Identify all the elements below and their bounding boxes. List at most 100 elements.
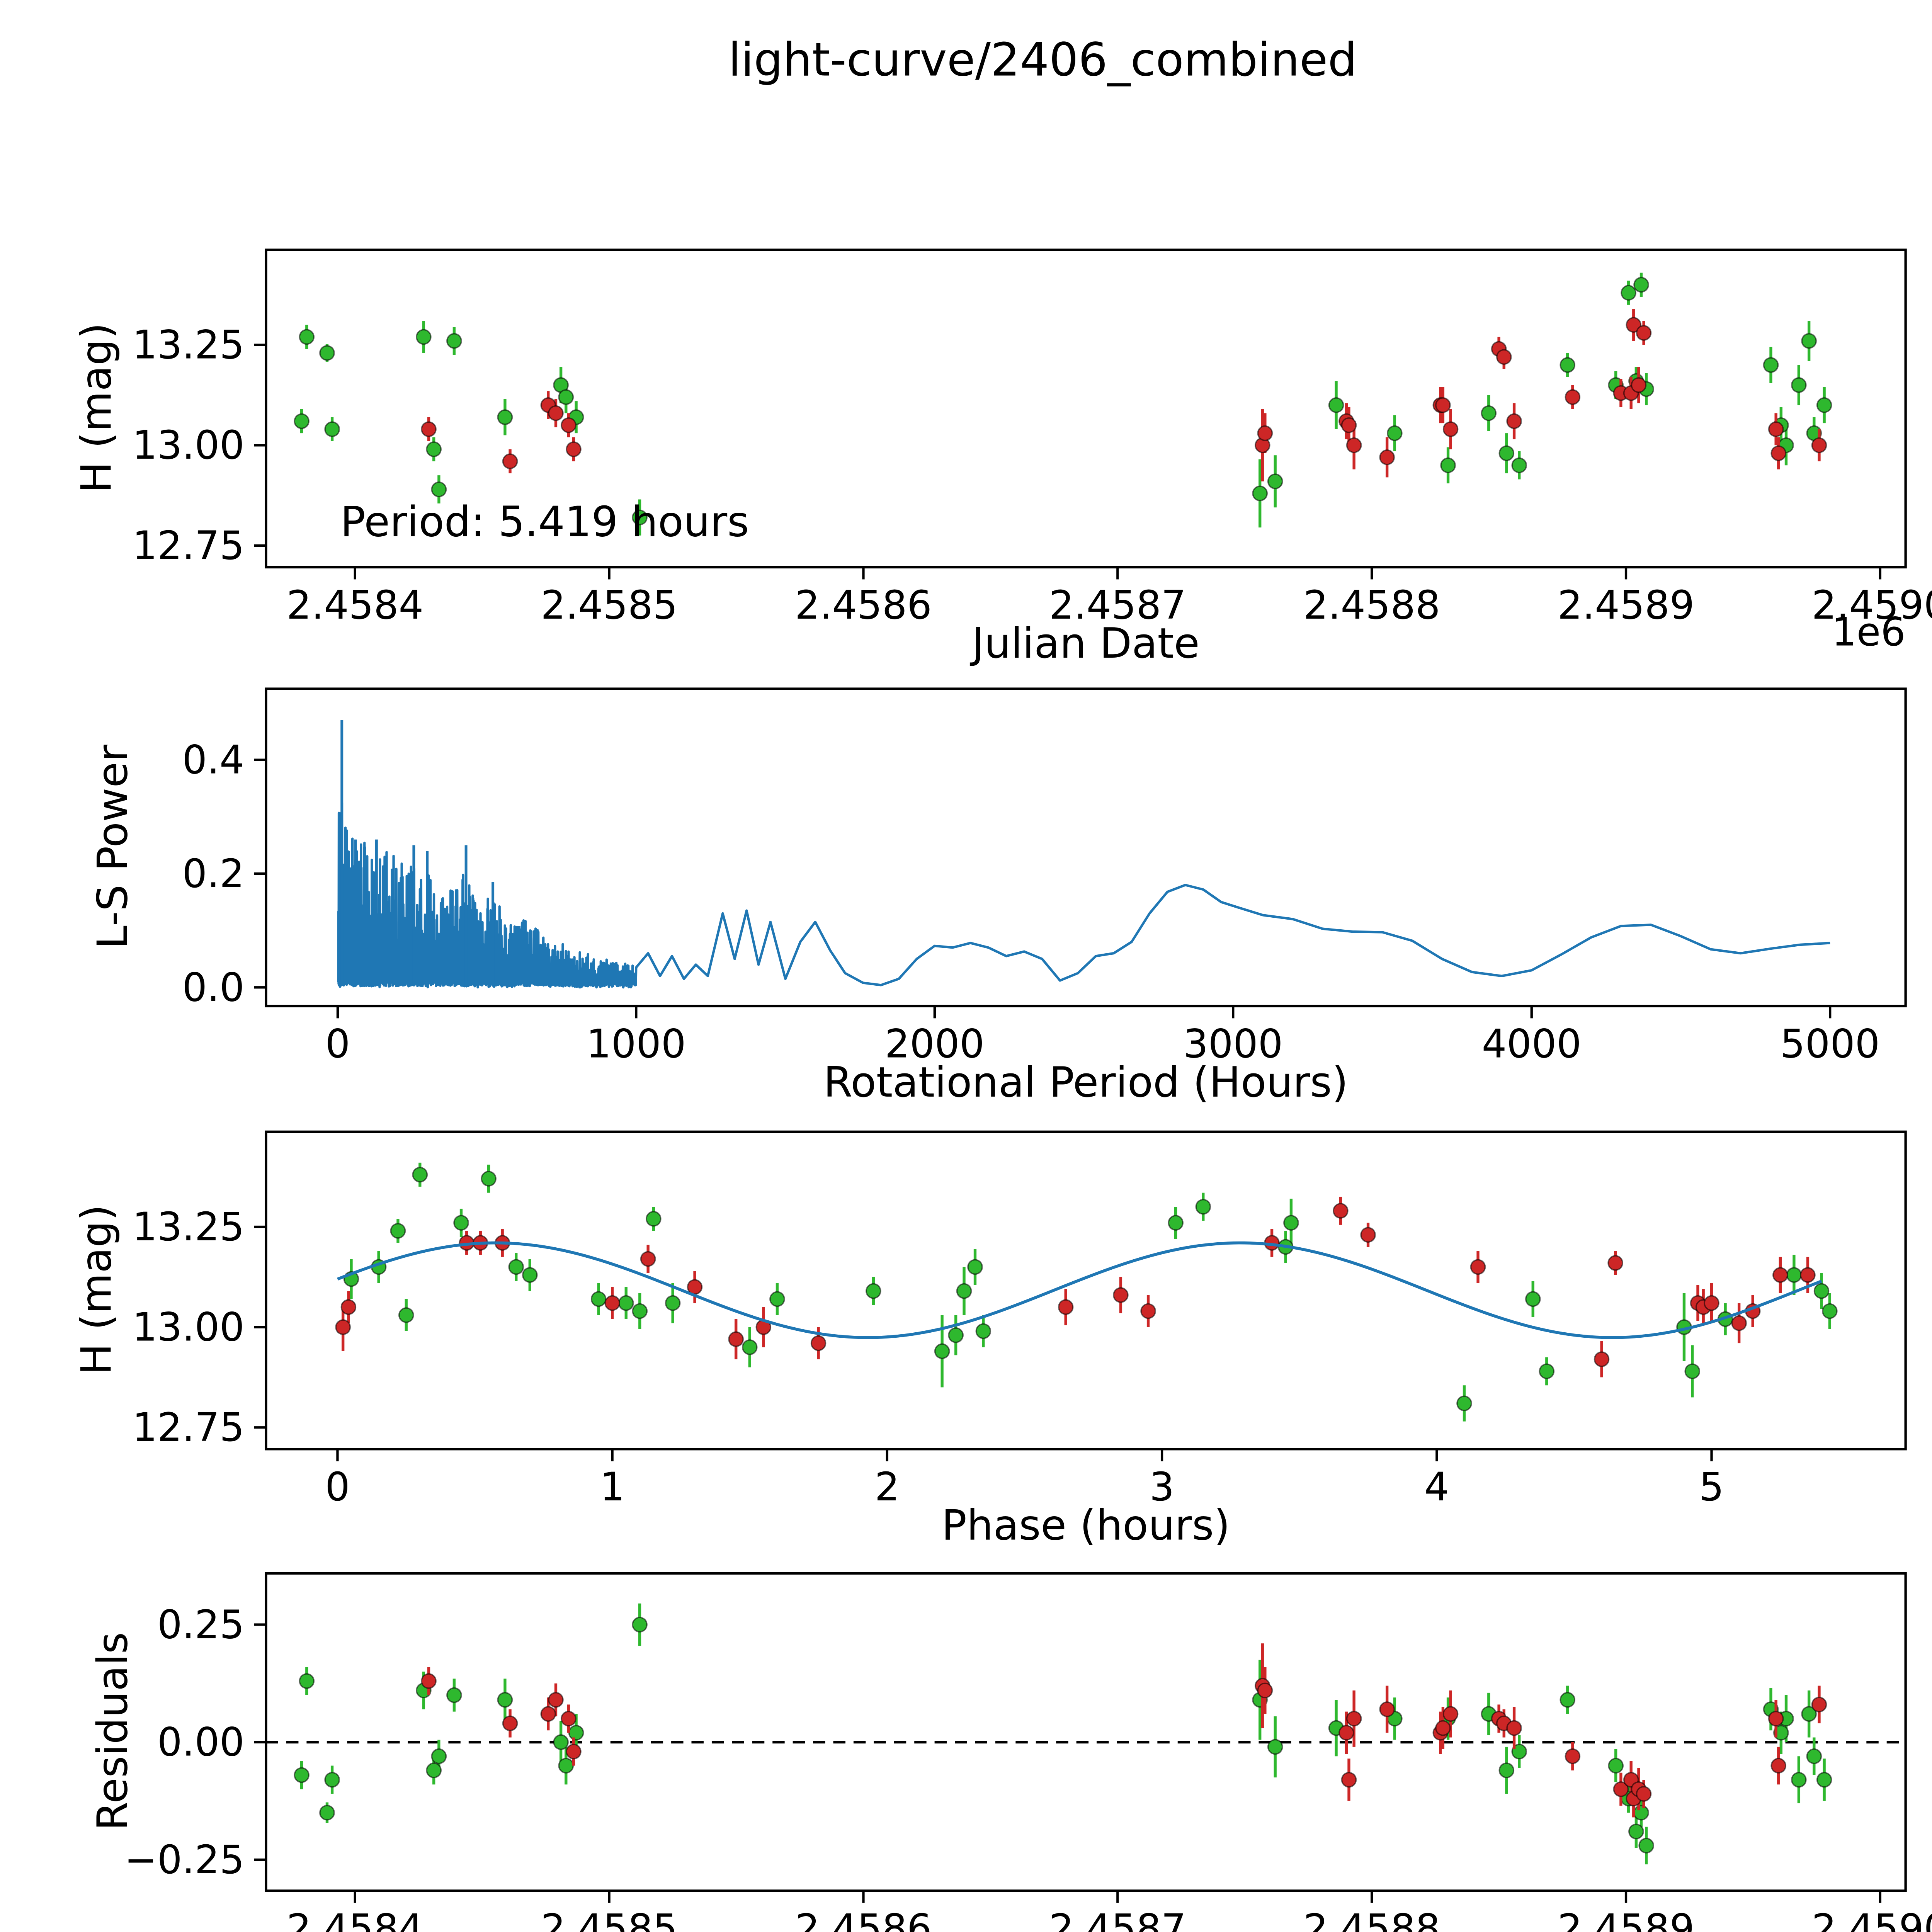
data-point (431, 481, 447, 497)
x-tick-label: 2.4588 (1303, 1906, 1440, 1932)
x-tick-label: 2.4589 (1558, 582, 1695, 628)
data-point (1341, 417, 1357, 433)
data-point (1768, 421, 1784, 437)
y-tick-label: 0.0 (182, 964, 244, 1010)
data-point (1773, 1725, 1789, 1741)
data-point (1341, 1772, 1357, 1788)
axes-frame (265, 687, 1907, 1008)
data-point (426, 1762, 442, 1778)
data-point (1801, 1706, 1817, 1722)
x-tick-label: 2.4590 (1812, 1906, 1932, 1932)
dataset-red (421, 1643, 1827, 1818)
x-tick-label: 2.4584 (286, 1906, 423, 1932)
x-tick-label: 3 (1150, 1464, 1174, 1510)
panel-periodogram: 0 1000 2000 3000 4000 5000 0.0 0.2 0.4 (182, 687, 1907, 1067)
x-tick-label: 4000 (1482, 1021, 1582, 1067)
data-point (1811, 1697, 1827, 1713)
x-tick-label: 2.4588 (1303, 582, 1440, 628)
data-point (728, 1331, 744, 1347)
data-point (561, 1711, 577, 1727)
data-point (1346, 1711, 1362, 1727)
data-point (561, 417, 577, 433)
data-point (548, 405, 564, 421)
panel1-offset-label: 1e6 (1832, 609, 1905, 655)
data-point (1140, 1303, 1156, 1319)
data-point (497, 409, 513, 425)
data-point (1338, 1725, 1354, 1741)
axes-frame (265, 248, 1907, 569)
data-point (1440, 457, 1456, 473)
y-tick-label: 13.00 (132, 422, 244, 468)
data-point (502, 453, 518, 469)
panel-jd-lightcurve: 2.4584 2.4585 2.4586 2.4587 2.4588 2.4589 2.45… (132, 248, 1932, 628)
data-point (1539, 1363, 1555, 1379)
y-tick-label: 13.25 (132, 1204, 244, 1250)
y-tick-label: 13.25 (132, 322, 244, 368)
data-point (540, 1706, 556, 1722)
data-point (1631, 377, 1647, 393)
data-point (1360, 1227, 1376, 1243)
y-tick-label: 12.75 (132, 1405, 244, 1450)
data-point (810, 1335, 827, 1351)
fit-curve (337, 1241, 1822, 1339)
panel3-ylabel: H (mag) (72, 1204, 121, 1375)
data-point (1511, 457, 1527, 473)
data-point (1267, 1739, 1283, 1755)
y-tick-label: 0.00 (157, 1719, 245, 1765)
data-point (1435, 397, 1451, 413)
data-point (294, 1767, 310, 1783)
x-tick-label: 0 (325, 1464, 350, 1510)
periodogram-line (337, 801, 1830, 989)
data-point (335, 1319, 351, 1335)
data-point (1442, 1706, 1459, 1722)
x-tick-label: 3000 (1183, 1021, 1283, 1067)
data-point (1470, 1259, 1486, 1275)
data-point (412, 1167, 428, 1183)
data-point (1113, 1287, 1129, 1303)
data-point (548, 1692, 564, 1708)
data-point (590, 1291, 607, 1307)
data-point (632, 1303, 648, 1319)
data-point (1565, 1748, 1581, 1764)
data-point (299, 1673, 315, 1689)
data-point (1283, 1215, 1299, 1231)
data-point (1565, 389, 1581, 405)
data-point (1506, 1720, 1522, 1736)
dataset-green (343, 1162, 1838, 1422)
data-point (1594, 1351, 1610, 1367)
panel3-xlabel: Phase (hours) (942, 1500, 1230, 1549)
data-point (1511, 1743, 1527, 1760)
dataset-red (335, 1197, 1816, 1378)
x-tick-label: 2.4585 (541, 582, 678, 628)
x-tick-label: 2.4585 (541, 1906, 678, 1932)
data-point (1800, 1267, 1816, 1283)
data-point (640, 1251, 656, 1267)
data-point (1791, 377, 1807, 393)
x-tick-label: 2.4590 (1812, 582, 1932, 628)
data-point (1328, 397, 1344, 413)
data-point (299, 329, 315, 345)
x-tick-label: 5000 (1780, 1021, 1880, 1067)
data-point (1496, 349, 1512, 365)
data-point (1608, 1758, 1624, 1774)
data-point (481, 1171, 497, 1187)
data-point (324, 421, 340, 437)
axes-frame (265, 1572, 1907, 1892)
x-tick-label: 5 (1699, 1464, 1724, 1510)
data-point (956, 1283, 972, 1299)
y-tick-label: 0.4 (182, 737, 244, 782)
data-point (1267, 473, 1283, 490)
data-point (1195, 1199, 1211, 1215)
data-point (1731, 1315, 1747, 1331)
data-point (324, 1772, 340, 1788)
data-point (390, 1223, 406, 1239)
data-point (431, 1748, 447, 1764)
data-point (426, 441, 442, 457)
data-point (558, 389, 574, 405)
x-tick-label: 4 (1424, 1464, 1449, 1510)
dataset-red (421, 309, 1827, 481)
data-point (568, 1725, 584, 1741)
data-point (1387, 425, 1403, 441)
y-tick-label: −0.25 (124, 1837, 245, 1883)
